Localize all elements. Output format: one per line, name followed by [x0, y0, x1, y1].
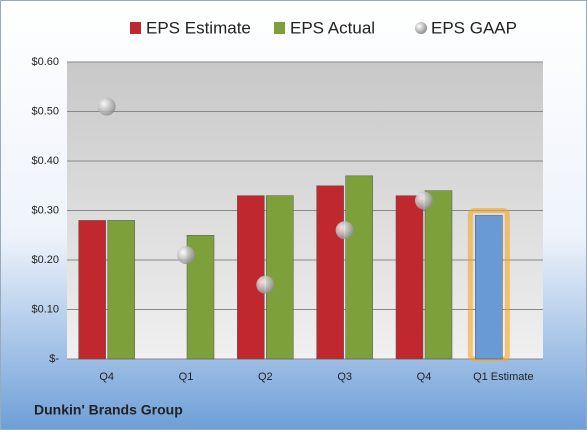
bar — [424, 190, 453, 360]
y-tick-label: $0.30 — [31, 204, 59, 216]
bar — [266, 195, 294, 360]
x-tick-label: Q4 — [417, 371, 432, 383]
y-tick-label: $0.20 — [31, 254, 59, 266]
legend-label: EPS Estimate — [146, 18, 251, 37]
gaap-point — [97, 97, 116, 116]
gaap-point — [335, 221, 354, 240]
gaap-point — [256, 275, 275, 294]
y-tick-label: $0.10 — [31, 303, 59, 315]
bar — [107, 220, 135, 360]
x-tick-label: Q4 — [99, 371, 114, 383]
legend-label: EPS Actual — [290, 18, 375, 37]
y-tick-label: $0.40 — [31, 155, 59, 167]
bar — [316, 185, 344, 360]
legend-swatch — [415, 22, 427, 34]
bar — [345, 175, 373, 360]
gaap-point — [177, 246, 195, 265]
legend-label: EPS GAAP — [431, 18, 517, 37]
y-tick-label: $0.60 — [31, 56, 59, 68]
x-tick-label: Q3 — [337, 371, 352, 383]
x-tick-label: Q1 — [179, 371, 194, 383]
x-tick-label: Q2 — [258, 371, 273, 383]
y-tick-label: $- — [49, 353, 59, 365]
y-tick-label: $0.50 — [31, 105, 59, 117]
bar — [395, 195, 424, 360]
bar — [237, 195, 265, 360]
bar — [78, 220, 106, 360]
gaap-point — [415, 191, 433, 210]
x-tick-label: Q1 Estimate — [473, 371, 534, 383]
legend-swatch — [130, 22, 141, 34]
footer: Dunkin' Brands Group — [34, 402, 183, 418]
legend-swatch — [274, 22, 285, 34]
bar — [475, 215, 503, 360]
